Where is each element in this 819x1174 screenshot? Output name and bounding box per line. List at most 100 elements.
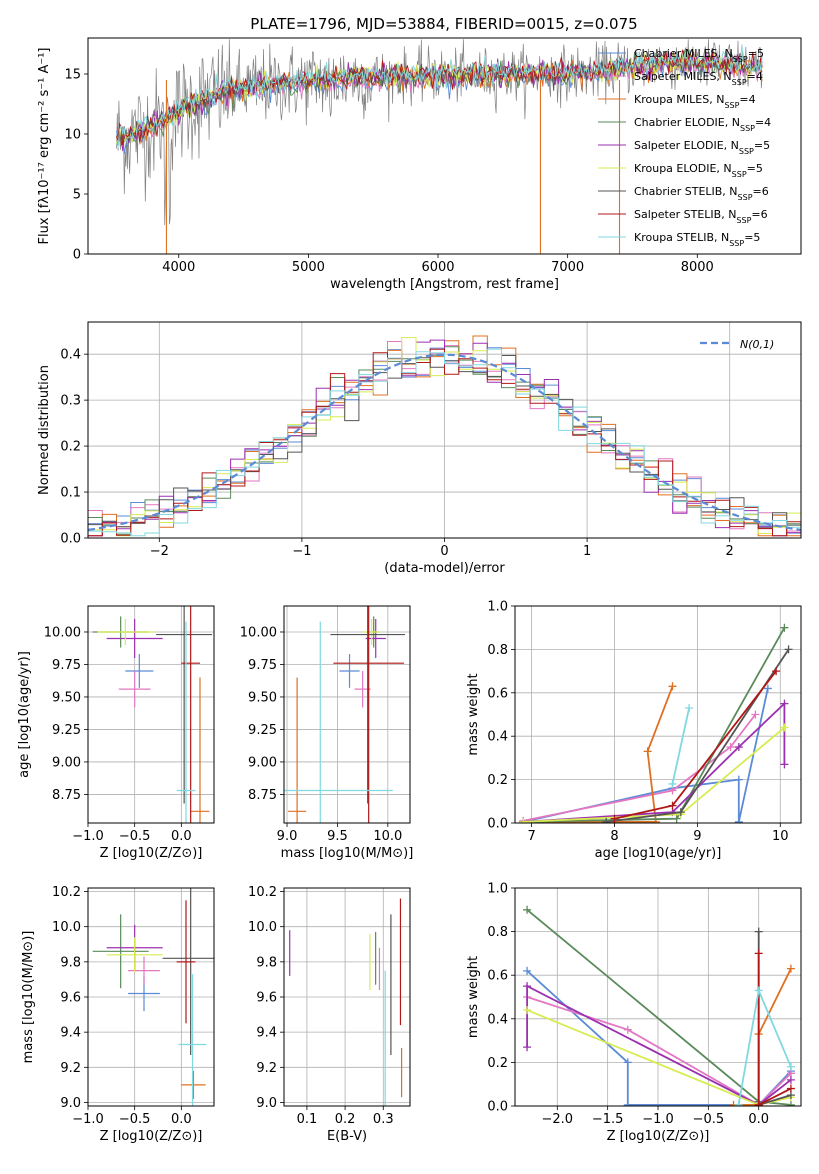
x-tick-label: 0.0 (171, 829, 192, 844)
weight-line-salpeter_elodie (526, 984, 792, 1106)
errorbar-salpeter_stelib (181, 606, 200, 823)
weight-line-kroupa_miles (523, 685, 674, 823)
axes-frame (514, 887, 802, 1107)
y-tick-label: 9.0 (256, 1096, 277, 1111)
y-tick-label: 10 (64, 128, 81, 143)
errorbar-salpeter_elodie (106, 618, 163, 658)
weight-marker-kroupa_elodie (780, 723, 789, 732)
legend-entry-kroupa_miles: Kroupa MILES, NSSP=4 (634, 93, 756, 110)
x-tick-label: −1.5 (592, 1112, 624, 1127)
y-tick-label: 9.50 (52, 690, 81, 705)
weight-marker-chabrier_elodie (523, 905, 532, 914)
panel-spectrum: 4000 5000 6000 7000 8000 0 5 10 15 wavelength [An… (37, 37, 802, 292)
y-tick-label: 0.0 (60, 532, 81, 547)
legend-entry-kroupa_stelib: Kroupa STELIB, NSSP=5 (634, 231, 760, 248)
y-tick-label: 0.8 (487, 925, 508, 940)
errorbar-chabrier_elodie (92, 914, 149, 989)
plot-area-residuals (88, 335, 801, 537)
errorbar-chabrier_stelib (156, 606, 213, 804)
weight-marker-salpeter_elodie (786, 1075, 795, 1084)
y-tick-label: 0.6 (487, 686, 508, 701)
grid-mass_vs_ebv (284, 888, 410, 1106)
x-tick-label: 1 (583, 544, 591, 559)
weight-marker-kroupa_miles (643, 747, 652, 756)
x-tick-label: 0.3 (373, 1112, 394, 1127)
grid-age_vs_mass (284, 606, 410, 823)
weight-line-salpeter_miles (526, 996, 792, 1106)
axes-frame (283, 605, 411, 824)
weight-marker-chabrier_miles (734, 817, 743, 823)
legend-entry-salpeter_elodie: Salpeter ELODIE, NSSP=5 (634, 139, 770, 156)
errorbar-kroupa_elodie (106, 937, 163, 973)
y-tick-label: 1.0 (487, 600, 508, 615)
plot-area-age_vs_mass (284, 606, 405, 823)
y-axis-label: mass weight (466, 673, 481, 755)
x-tick-label: −1.0 (642, 1112, 674, 1127)
y-tick-label: 9.8 (60, 955, 81, 970)
plot-area-mass_vs_Z (92, 888, 214, 1106)
errorbar-kroupa_stelib (176, 621, 196, 823)
weight-marker-chabrier_elodie (786, 1100, 795, 1106)
weight-marker-chabrier_miles (734, 775, 743, 784)
residual-legend: N(0,1) (700, 338, 774, 351)
x-axis-label: (data-model)/error (384, 561, 505, 576)
panel-age_vs_Z: −1.0 −0.5 0.0 8.75 9.00 9.25 9.50 9.75 10.00 Z [l… (17, 605, 215, 861)
legend-entry-chabrier_elodie: Chabrier ELODIE, NSSP=4 (634, 116, 771, 133)
y-tick-label: 9.6 (256, 991, 277, 1006)
y-tick-label: 0.4 (487, 1012, 508, 1027)
x-tick-label: 8 (610, 829, 618, 844)
x-tick-label: 7000 (551, 260, 584, 275)
weight-marker-kroupa_stelib (668, 779, 677, 788)
x-tick-label: 6000 (421, 260, 454, 275)
y-tick-label: 9.2 (60, 1061, 81, 1076)
weight-marker-chabrier_stelib (676, 808, 685, 817)
weight-line-kroupa_elodie (526, 1009, 792, 1106)
y-tick-label: 0.0 (487, 817, 508, 832)
y-tick-label: 15 (64, 68, 81, 83)
errorbar-salpeter_stelib (333, 606, 404, 823)
histogram-kroupa_stelib (88, 348, 801, 537)
y-tick-label: 0.4 (60, 348, 81, 363)
x-axis-label: Z [log10(Z/Z⊙)] (100, 846, 203, 861)
y-tick-label: 10.2 (52, 885, 81, 900)
y-axis-label: mass [log10(M/M⊙)] (21, 931, 36, 1064)
axes-frame (283, 887, 411, 1107)
y-tick-label: 0 (73, 248, 81, 263)
x-tick-label: 2 (726, 544, 734, 559)
errorbar-kroupa_miles (181, 1070, 206, 1099)
y-tick-label: 9.6 (60, 991, 81, 1006)
legend-entry-kroupa_elodie: Kroupa ELODIE, NSSP=5 (634, 162, 763, 179)
weight-marker-kroupa_stelib (685, 703, 694, 712)
weight-line-kroupa_stelib (671, 707, 690, 785)
y-axis-label: mass weight (466, 956, 481, 1038)
y-axis-label: Flux [fλ10⁻¹⁷ erg cm⁻² s⁻¹ A⁻¹] (37, 48, 52, 245)
y-tick-label: 8.75 (248, 788, 277, 803)
x-axis-label: wavelength [Angstrom, rest frame] (330, 277, 559, 292)
weight-marker-kroupa_elodie (519, 817, 528, 823)
errorbar-salpeter_miles (118, 670, 151, 708)
x-tick-label: −1.0 (72, 829, 104, 844)
axes-frame (87, 37, 802, 255)
panel-residuals: −2 −1 0 1 2 0.0 0.1 0.2 0.3 0.4 (data-model)/error… (37, 321, 802, 576)
spectrum-legend: Chabrier MILES, NSSP=5 Salpeter MILES, NS… (598, 47, 771, 248)
legend-entry-salpeter_miles: Salpeter MILES, NSSP=4 (634, 70, 763, 87)
weight-marker-salpeter_elodie (780, 699, 789, 708)
x-tick-label: 9 (693, 829, 701, 844)
legend-entry-salpeter_stelib: Salpeter STELIB, NSSP=6 (634, 208, 768, 225)
y-tick-label: 9.4 (60, 1026, 81, 1041)
weight-line-chabrier_miles (526, 970, 792, 1106)
y-tick-label: 9.2 (256, 1061, 277, 1076)
x-tick-label: 4000 (162, 260, 195, 275)
grid-mass_vs_Z (87, 888, 214, 1106)
axes-frame (514, 605, 802, 824)
x-tick-label: 9.5 (327, 829, 348, 844)
x-tick-label: −2.0 (542, 1112, 574, 1127)
weight-marker-salpeter_elodie (523, 982, 532, 991)
weight-marker-chabrier_stelib (602, 817, 611, 823)
errorbar-kroupa_elodie (97, 618, 154, 645)
errorbar-kroupa_miles (190, 677, 210, 823)
weight-marker-kroupa_elodie (523, 1006, 532, 1015)
normal-distribution-curve (88, 353, 801, 531)
model-spectrum-kroupa_stelib (116, 44, 763, 149)
